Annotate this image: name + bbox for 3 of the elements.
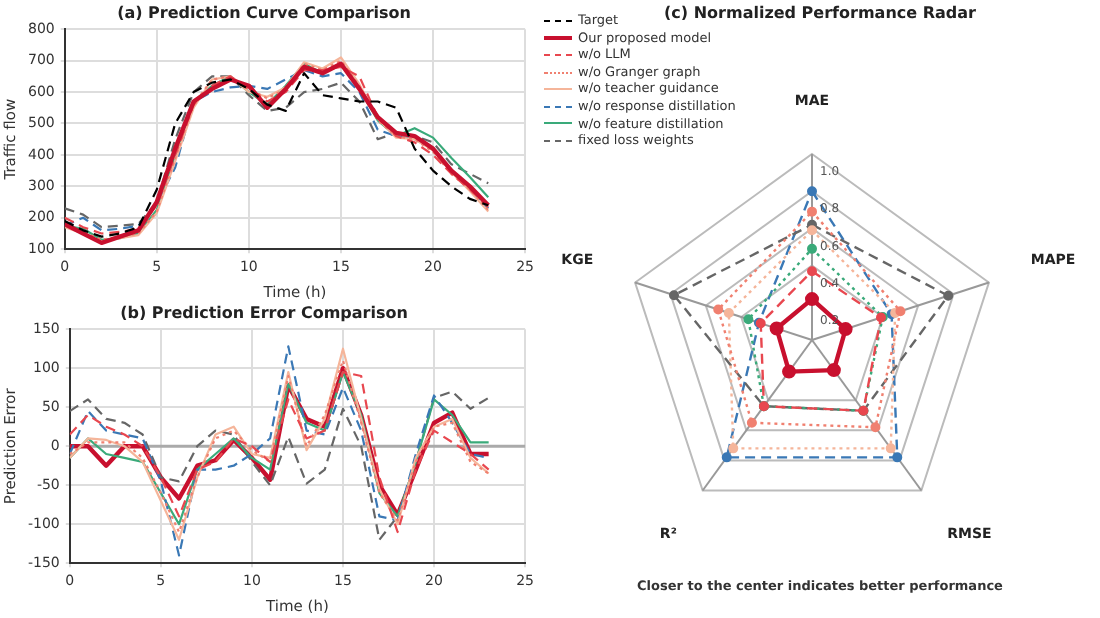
chart-title: (c) Normalized Performance Radar [664, 3, 977, 22]
chart-title: (a) Prediction Curve Comparison [117, 3, 412, 22]
chart-title: (b) Prediction Error Comparison [120, 303, 409, 322]
